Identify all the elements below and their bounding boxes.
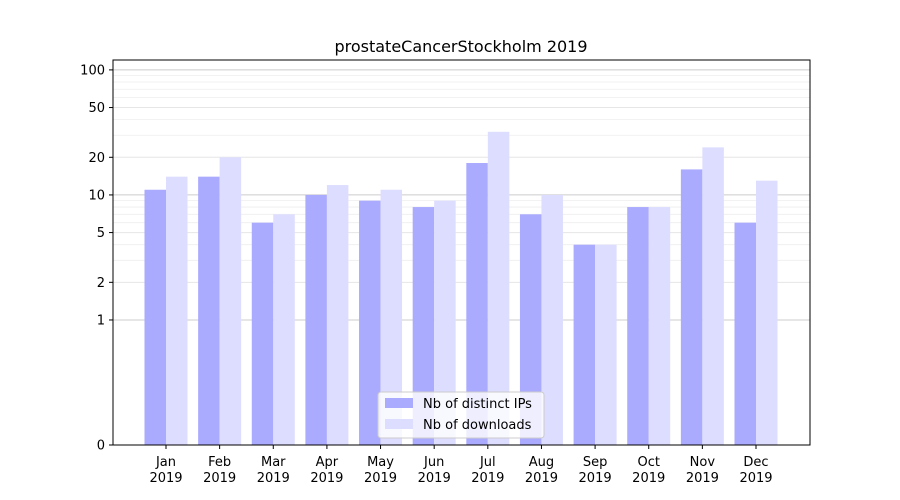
bar-distinct-ips — [359, 200, 381, 445]
y-axis: 0 1 2 5 10 20 50 100 — [80, 63, 113, 454]
bar-downloads — [380, 189, 403, 445]
legend-box — [377, 391, 545, 439]
y-tick-label: 100 — [80, 63, 105, 78]
y-tick-label: 1 — [97, 313, 105, 328]
bar-distinct-ips — [519, 214, 542, 445]
bar-distinct-ips — [680, 169, 703, 445]
x-tick-label: Mar 2019 — [257, 455, 290, 486]
x-tick-label: May 2019 — [364, 455, 397, 486]
legend-swatch-distinct-ips — [385, 398, 413, 408]
legend-label-distinct-ips: Nb of distinct IPs — [423, 397, 532, 412]
bar-distinct-ips — [627, 207, 649, 445]
bar-distinct-ips — [305, 194, 327, 445]
bar-distinct-ips — [198, 176, 220, 445]
y-tick-label: 2 — [97, 276, 105, 291]
bar-downloads — [326, 185, 349, 445]
y-tick-label: 20 — [88, 151, 105, 166]
bar-downloads — [648, 207, 671, 445]
bar-downloads — [434, 200, 456, 445]
x-tick-label: Apr 2019 — [310, 455, 343, 486]
bar-downloads — [702, 147, 724, 446]
bar-downloads — [487, 131, 510, 445]
plot-frame — [112, 59, 811, 446]
x-tick-label: Jan 2019 — [149, 455, 182, 486]
bar-distinct-ips — [466, 163, 488, 445]
x-tick-label: Dec 2019 — [739, 455, 772, 486]
bar-distinct-ips — [144, 189, 166, 445]
y-tick-label: 50 — [88, 101, 105, 116]
x-axis: Jan 2019 Feb 2019 Mar 2019 Apr 2019 May 2019 Jun 20… — [149, 445, 773, 486]
bar-distinct-ips — [251, 222, 274, 445]
bar-downloads — [595, 244, 617, 445]
bar-downloads — [273, 214, 295, 445]
x-tick-label: Sep 2019 — [579, 455, 612, 486]
legend: Nb of distinct IPs Nb of downloads — [377, 391, 545, 439]
bars — [144, 131, 778, 446]
y-tick-label: 0 — [97, 439, 105, 454]
legend-swatch-downloads — [385, 419, 413, 429]
x-tick-label: Oct 2019 — [632, 455, 665, 486]
bar-distinct-ips — [573, 244, 596, 445]
y-tick-label: 5 — [97, 226, 105, 241]
x-tick-label: Jul 2019 — [471, 455, 504, 486]
x-tick-label: Jun 2019 — [418, 455, 451, 486]
x-tick-label: Nov 2019 — [686, 455, 719, 486]
bar-distinct-ips — [734, 222, 756, 445]
bar-downloads — [756, 180, 778, 445]
bar-distinct-ips — [412, 207, 435, 445]
x-tick-label: Aug 2019 — [525, 455, 558, 486]
y-tick-label: 10 — [88, 188, 105, 203]
x-tick-label: Feb 2019 — [203, 455, 236, 486]
bar-downloads — [166, 176, 188, 445]
chart-title: prostateCancerStockholm 2019 — [334, 37, 587, 56]
bar-downloads — [219, 157, 242, 445]
bar-downloads — [541, 194, 563, 445]
legend-label-downloads: Nb of downloads — [423, 418, 532, 433]
